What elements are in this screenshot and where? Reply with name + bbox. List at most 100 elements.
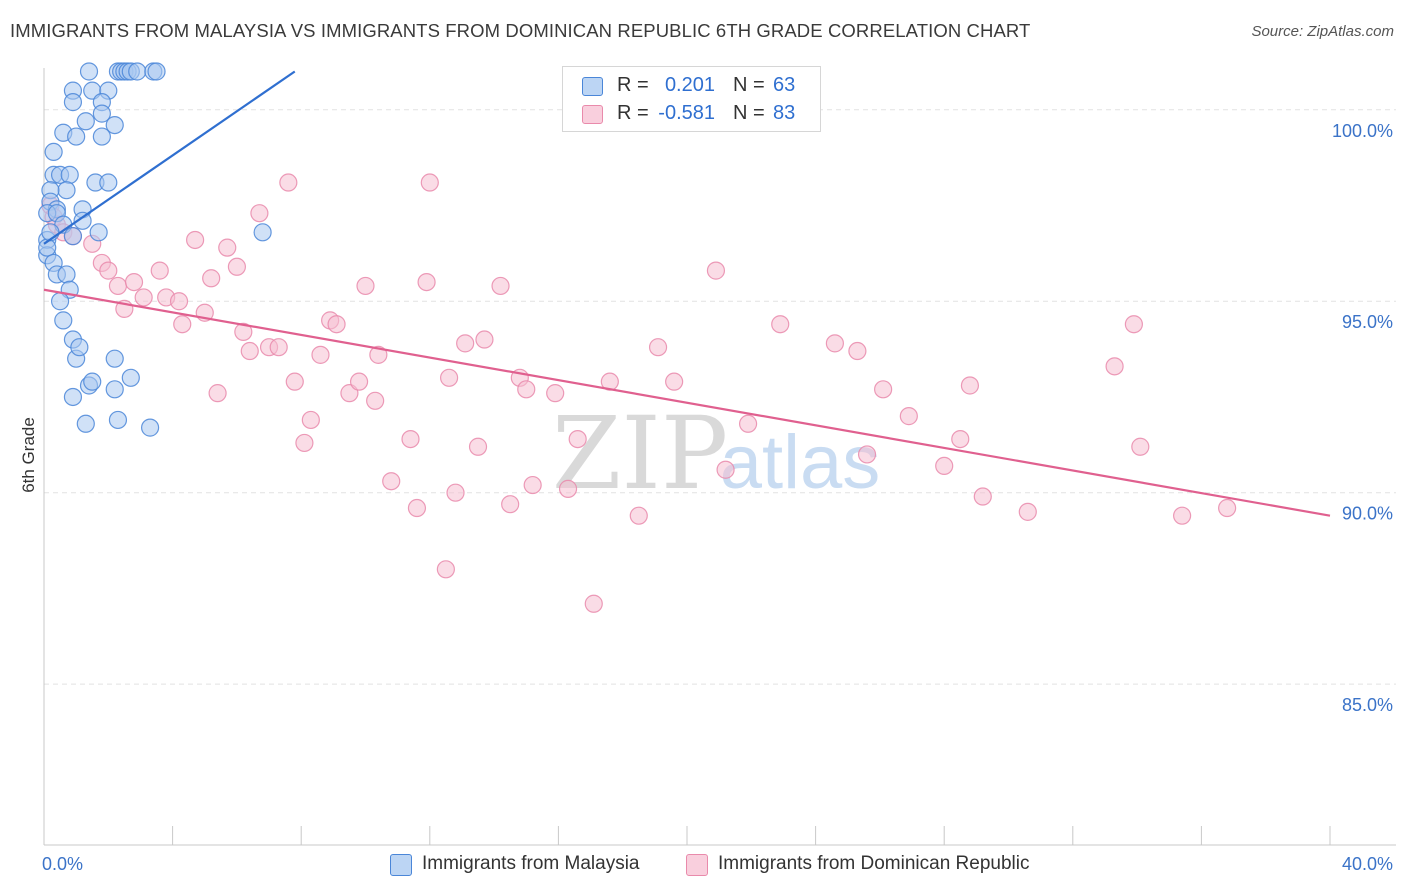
data-point-dominican-republic (523, 475, 542, 495)
watermark-atlas: atlas (720, 420, 881, 505)
watermark: ZIP atlas (552, 395, 880, 512)
data-point-malaysia (44, 142, 63, 162)
data-point-dominican-republic (108, 276, 128, 296)
legend-label: Immigrants from Malaysia (422, 853, 640, 874)
data-point-dominican-republic (208, 384, 227, 403)
data-point-dominican-republic (517, 380, 536, 399)
data-point-dominican-republic (295, 433, 314, 453)
data-point-malaysia (105, 115, 124, 135)
data-point-dominican-republic (951, 429, 970, 449)
data-point-dominican-republic (234, 322, 253, 341)
x-tick-label: 40.0% (1342, 854, 1393, 874)
x-tick-label: 0.0% (42, 854, 83, 874)
data-point-dominican-republic (446, 483, 465, 502)
data-point-malaysia (89, 223, 108, 242)
data-point-dominican-republic (124, 272, 144, 292)
n-label: N = (733, 102, 765, 124)
data-point-malaysia (70, 338, 89, 357)
data-point-dominican-republic (584, 594, 603, 613)
data-point-dominican-republic (716, 460, 735, 479)
data-point-dominican-republic (173, 315, 192, 334)
data-point-dominican-republic (706, 261, 726, 280)
data-point-dominican-republic (369, 345, 388, 364)
trend-line-malaysia (43, 70, 296, 245)
data-point-dominican-republic (546, 384, 565, 403)
data-point-malaysia (92, 127, 111, 146)
data-point-dominican-republic (874, 380, 893, 399)
data-point-malaysia (57, 265, 76, 284)
n-label: N = (733, 74, 765, 96)
data-point-malaysia (57, 181, 76, 200)
data-point-dominican-republic (935, 456, 954, 476)
data-point-dominican-republic (150, 261, 169, 280)
data-point-dominican-republic (250, 204, 269, 223)
data-point-malaysia (99, 173, 118, 192)
chart-title: IMMIGRANTS FROM MALAYSIA VS IMMIGRANTS F… (10, 20, 1031, 41)
data-point-dominican-republic (227, 257, 246, 276)
y-tick-label: 100.0% (1332, 121, 1393, 141)
data-point-dominican-republic (218, 238, 237, 257)
data-point-dominican-republic (648, 338, 668, 357)
data-point-malaysia (147, 62, 166, 81)
data-point-malaysia (73, 211, 92, 230)
data-point-dominican-republic (1124, 315, 1143, 334)
data-point-dominican-republic (301, 410, 320, 430)
data-point-malaysia (108, 410, 128, 430)
data-point-dominican-republic (1131, 437, 1150, 456)
data-point-dominican-republic (848, 341, 867, 361)
data-point-malaysia (50, 292, 70, 311)
data-point-dominican-republic (899, 407, 918, 426)
data-point-dominican-republic (401, 429, 420, 449)
series-legend: Immigrants from Malaysia Immigrants from… (0, 851, 1406, 879)
data-point-dominican-republic (468, 437, 488, 456)
data-point-dominican-republic (825, 334, 844, 353)
data-point-dominican-republic (491, 276, 510, 296)
r-label: R = (617, 74, 649, 96)
data-point-dominican-republic (240, 341, 259, 361)
series-malaysia-points (38, 62, 272, 437)
data-point-dominican-republic (1018, 502, 1037, 521)
data-point-dominican-republic (99, 261, 118, 280)
data-point-dominican-republic (186, 230, 205, 250)
data-point-dominican-republic (738, 414, 758, 433)
series-dominican-republic-points (41, 173, 1237, 613)
y-tick-label: 95.0% (1342, 312, 1393, 332)
y-tick-label: 85.0% (1342, 695, 1393, 715)
data-point-dominican-republic (960, 376, 980, 395)
watermark-zip: ZIP (552, 395, 728, 512)
data-point-dominican-republic (456, 334, 475, 353)
malaysia-legend-swatch (390, 854, 412, 876)
data-point-dominican-republic (417, 272, 436, 292)
data-point-dominican-republic (439, 368, 459, 387)
stats-legend: R = 0.201 N = 63 R = -0.581 N = 83 (562, 66, 821, 132)
data-point-dominican-republic (771, 315, 790, 334)
data-point-dominican-republic (436, 560, 455, 579)
stats-row-malaysia: R = 0.201 N = 63 (563, 71, 820, 101)
n-value: 63 (773, 74, 796, 96)
data-point-malaysia (253, 223, 272, 242)
data-point-dominican-republic (311, 345, 330, 364)
data-point-dominican-republic (420, 173, 439, 192)
dominican-republic-legend-swatch (686, 854, 708, 876)
data-point-dominican-republic (366, 391, 385, 410)
data-point-dominican-republic (407, 498, 427, 518)
data-point-malaysia (60, 165, 79, 184)
data-point-dominican-republic (558, 479, 578, 498)
data-point-malaysia (83, 372, 102, 391)
stats-row-dominican-republic: R = -0.581 N = 83 (563, 99, 820, 129)
data-point-malaysia (92, 104, 111, 123)
data-point-malaysia (79, 62, 99, 81)
axes (43, 68, 1396, 846)
data-point-dominican-republic (857, 445, 877, 464)
y-tick-label: 90.0% (1342, 504, 1393, 524)
data-point-malaysia (128, 62, 147, 81)
legend-label: Immigrants from Dominican Republic (718, 853, 1030, 874)
r-label: R = (617, 102, 649, 124)
r-value: -0.581 (658, 102, 715, 124)
tick-labels: 85.0% 90.0% 95.0% 100.0% 0.0% 40.0% (42, 121, 1393, 874)
data-point-dominican-republic (349, 372, 369, 391)
y-axis-label: 6th Grade (19, 417, 38, 493)
dominican-republic-swatch (582, 105, 603, 124)
data-point-dominican-republic (269, 338, 288, 357)
